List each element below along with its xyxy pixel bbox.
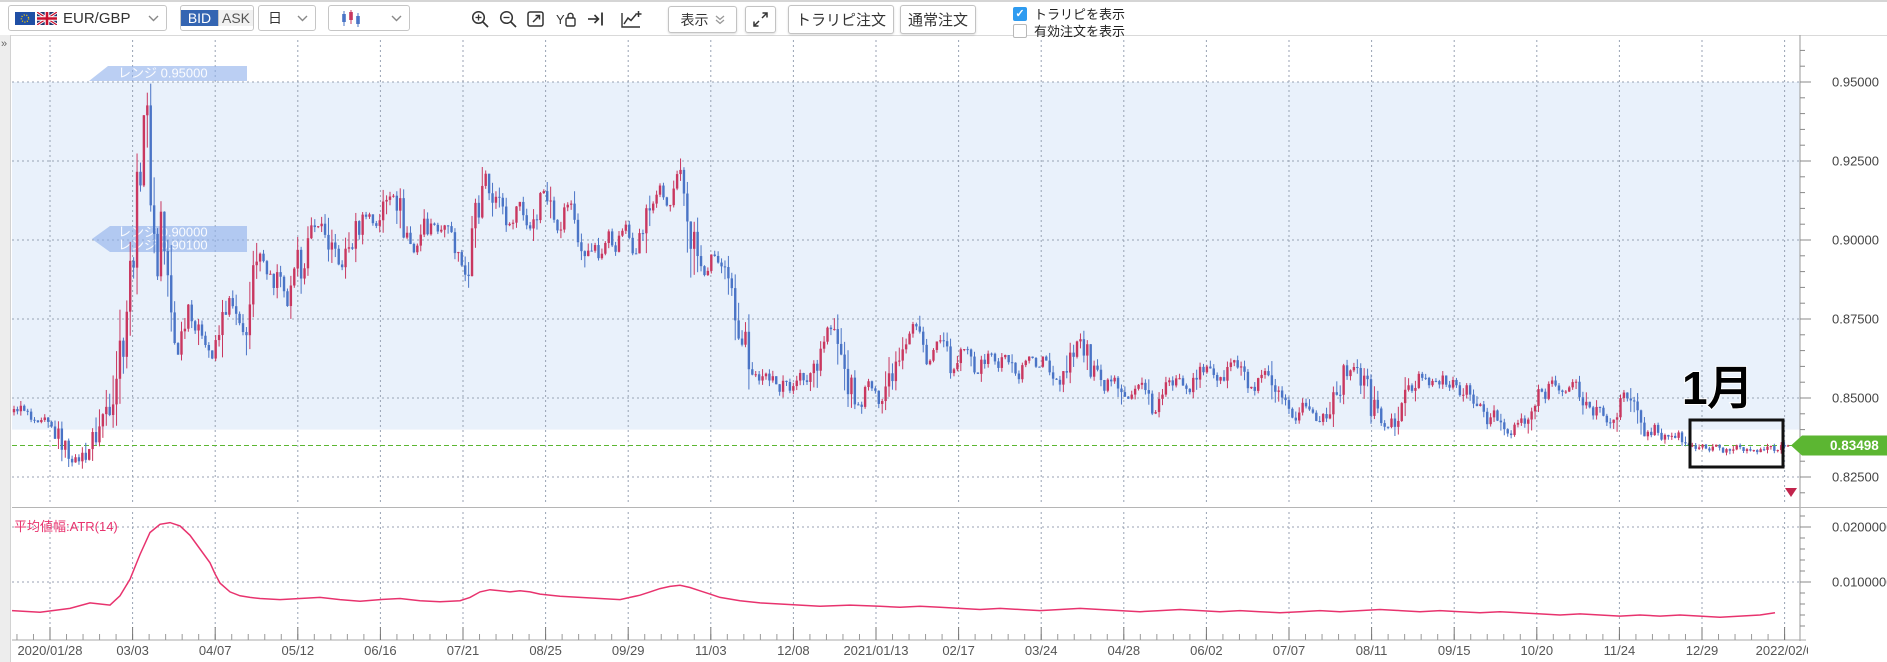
chart-type-select[interactable] (328, 5, 410, 31)
svg-text:12/08: 12/08 (777, 643, 810, 658)
svg-text:06/16: 06/16 (364, 643, 397, 658)
order-marker-triangle (1785, 488, 1797, 497)
svg-text:07/21: 07/21 (447, 643, 480, 658)
show-orders-checkbox-row[interactable]: 有効注文を表示 (1013, 21, 1125, 40)
svg-text:03/03: 03/03 (116, 643, 149, 658)
eu-flag-icon (15, 11, 35, 25)
svg-text:08/25: 08/25 (529, 643, 562, 658)
current-price-tag: 0.83498 (1791, 435, 1887, 456)
svg-text:04/07: 04/07 (199, 643, 232, 658)
svg-text:07/07: 07/07 (1273, 643, 1306, 658)
candles-layer (12, 83, 1790, 469)
svg-text:02/17: 02/17 (942, 643, 975, 658)
svg-text:レンジ 0.90000: レンジ 0.90000 (118, 225, 208, 240)
uk-flag-icon (37, 11, 57, 25)
display-menu-label: 表示 (680, 11, 709, 28)
svg-text:09/15: 09/15 (1438, 643, 1471, 658)
trap-order-label: トラリピ注文 (795, 12, 886, 29)
fit-screen-icon (527, 11, 544, 27)
svg-text:2020/01/28: 2020/01/28 (17, 643, 82, 658)
svg-text:0.82500: 0.82500 (1832, 470, 1879, 485)
svg-text:04/28: 04/28 (1108, 643, 1141, 658)
expand-panel-chevrons[interactable]: » (1, 38, 8, 50)
svg-text:2022/02/0: 2022/02/0 (1756, 643, 1814, 658)
svg-text:11/24: 11/24 (1604, 643, 1636, 658)
atr-line (11, 521, 1776, 618)
chevron-down-icon (297, 9, 308, 27)
svg-text:0.87500: 0.87500 (1832, 312, 1879, 327)
show-trap-checkbox-row[interactable]: ✓ トラリピを表示 (1013, 4, 1125, 23)
chart-toolbar: EUR/GBP BID ASK 日 (0, 2, 1887, 39)
svg-text:0.95000: 0.95000 (1832, 75, 1879, 90)
checkbox-unchecked-icon[interactable] (1013, 23, 1027, 38)
left-panel-strip (0, 35, 11, 662)
go-to-latest-button[interactable] (584, 7, 608, 31)
january-annotation-label: 1月 (1682, 362, 1754, 414)
add-indicator-button[interactable] (618, 7, 644, 31)
svg-text:0.85000: 0.85000 (1832, 391, 1879, 406)
svg-text:05/12: 05/12 (282, 643, 315, 658)
svg-text:Y: Y (556, 12, 565, 27)
show-orders-label: 有効注文を表示 (1034, 24, 1126, 39)
zoom-out-icon (499, 10, 517, 28)
ask-button[interactable]: ASK (218, 10, 253, 26)
svg-text:0.90000: 0.90000 (1832, 233, 1879, 248)
y-axis-lock-icon: Y (556, 12, 576, 27)
svg-text:0.0100000: 0.0100000 (1832, 575, 1887, 590)
svg-text:08/11: 08/11 (1356, 643, 1388, 658)
show-trap-label: トラリピを表示 (1034, 7, 1126, 22)
candlestick-type-icon (341, 9, 361, 27)
atr-indicator-label: 平均値幅:ATR(14) (14, 519, 118, 534)
january-highlight-box (1688, 418, 1785, 469)
svg-text:09/29: 09/29 (612, 643, 645, 658)
checkbox-checked-icon[interactable]: ✓ (1013, 6, 1027, 21)
zoom-in-button[interactable] (468, 7, 492, 31)
currency-pair-label: EUR/GBP (63, 9, 131, 27)
normal-order-label: 通常注文 (907, 12, 968, 29)
svg-text:10/20: 10/20 (1521, 643, 1554, 658)
go-to-latest-icon (588, 12, 603, 26)
expand-chart-button[interactable] (745, 6, 776, 33)
svg-text:レンジ 0.95000: レンジ 0.95000 (118, 66, 208, 81)
zoom-out-button[interactable] (496, 7, 520, 31)
y-axis-lock-button[interactable]: Y (554, 7, 580, 31)
trap-order-button[interactable]: トラリピ注文 (788, 5, 894, 34)
fit-screen-button[interactable] (524, 7, 548, 31)
window-top-edge (0, 0, 1887, 2)
currency-pair-select[interactable]: EUR/GBP (8, 5, 167, 31)
expand-icon (753, 12, 768, 27)
svg-text:レンジ 0.90100: レンジ 0.90100 (118, 238, 208, 253)
svg-text:11/03: 11/03 (695, 643, 727, 658)
timeframe-label: 日 (268, 10, 282, 26)
add-indicator-icon (620, 10, 641, 28)
svg-text:0.83498: 0.83498 (1830, 438, 1879, 453)
double-chevron-down-icon (715, 15, 725, 25)
svg-text:0.92500: 0.92500 (1832, 154, 1879, 169)
bid-button[interactable]: BID (181, 10, 218, 26)
date-axis: 2020/01/28 03/03 04/07 05/12 06/16 07/21 08/25… (12, 627, 1814, 658)
svg-text:2021/01/13: 2021/01/13 (843, 643, 908, 658)
zoom-in-icon (471, 10, 489, 28)
timeframe-select[interactable]: 日 (258, 5, 316, 31)
trap-range-band (12, 82, 1800, 430)
price-axis: 0.95000 0.92500 0.90000 0.87500 0.85000 0.825… (1799, 35, 1879, 641)
normal-order-button[interactable]: 通常注文 (900, 5, 976, 34)
bid-ask-toggle: BID ASK (180, 5, 254, 31)
svg-text:03/24: 03/24 (1025, 643, 1058, 658)
svg-text:06/02: 06/02 (1190, 643, 1223, 658)
chevron-down-icon (391, 9, 402, 27)
chevron-down-icon (148, 9, 159, 27)
svg-text:12/29: 12/29 (1686, 643, 1719, 658)
display-menu-button[interactable]: 表示 (668, 6, 737, 33)
